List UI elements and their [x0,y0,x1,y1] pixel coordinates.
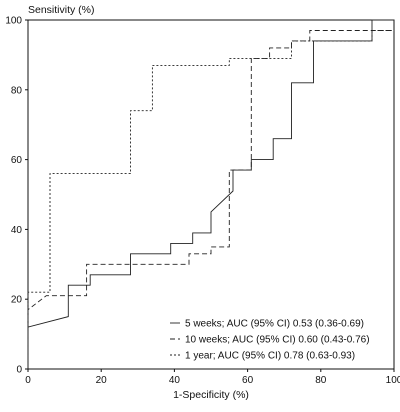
y-tick-label: 80 [11,85,23,96]
x-axis-title: 1-Specificity (%) [173,389,249,401]
y-axis-title: Sensitivity (%) [28,4,95,16]
y-tick-label: 40 [11,225,23,236]
x-tick-label: 80 [315,375,327,386]
y-tick-label: 0 [16,365,22,376]
y-tick-label: 100 [5,16,22,27]
legend-label-2: 10 weeks; AUC (95% CI) 0.60 (0.43-0.76) [185,335,370,346]
legend-label-3: 1 year; AUC (95% CI) 0.78 (0.63-0.93) [185,351,355,362]
y-tick-label: 20 [11,295,23,306]
y-tick-label: 60 [11,155,23,166]
plot-frame [27,19,395,370]
legend-label-1: 5 weeks; AUC (95% CI) 0.53 (0.36-0.69) [185,319,364,330]
legend: 5 weeks; AUC (95% CI) 0.53 (0.36-0.69) 10… [170,319,370,362]
x-tick-label: 0 [25,375,31,386]
ticks-layer: 0 20 40 60 80 100 0 20 40 60 80 100 [5,16,400,387]
series-line-2 [27,30,394,369]
x-tick-label: 20 [96,375,108,386]
series-line-3 [27,30,394,369]
series-layer [27,19,394,369]
x-tick-label: 100 [386,375,400,386]
x-tick-label: 40 [169,375,181,386]
x-tick-label: 60 [242,375,254,386]
series-line-1 [27,19,394,369]
